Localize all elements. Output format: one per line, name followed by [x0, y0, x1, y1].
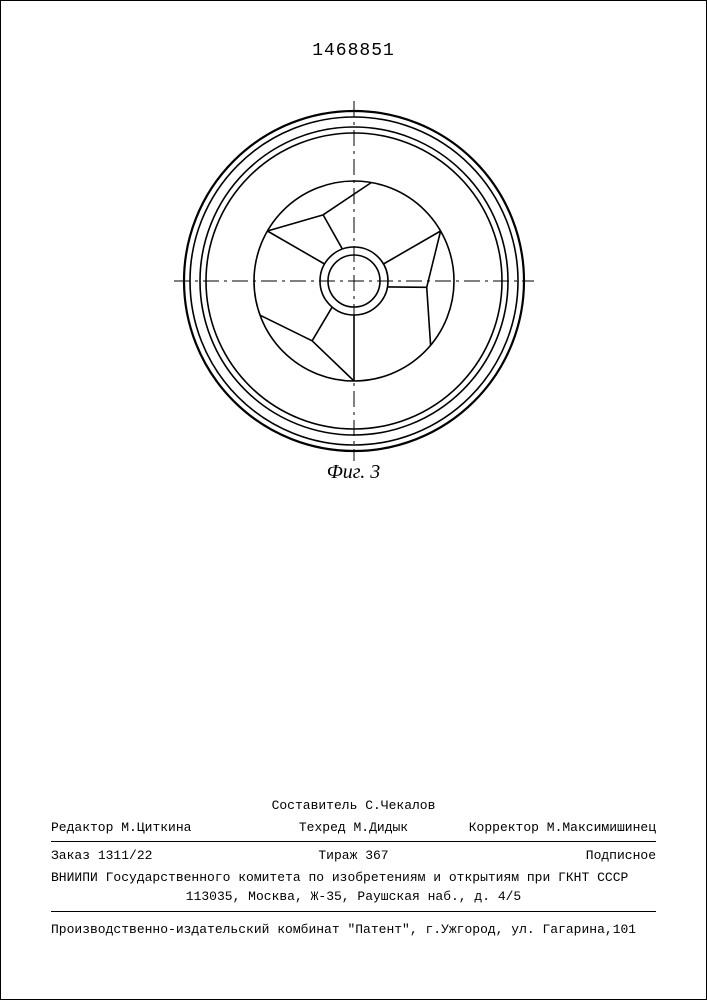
printer-block: Производственно-издательский комбинат "П…: [51, 920, 656, 940]
compiler-label: Составитель: [272, 798, 358, 813]
rule-1: [51, 841, 656, 842]
org-line-2: 113035, Москва, Ж-35, Раушская наб., д. …: [51, 887, 656, 907]
figure-svg: [1, 91, 707, 471]
corrector-name: М.Максимишинец: [547, 820, 656, 835]
printer-line: Производственно-издательский комбинат "П…: [51, 920, 656, 940]
circulation-number: 367: [365, 848, 388, 863]
editor-name: М.Циткина: [121, 820, 191, 835]
subscription-label: Подписное: [586, 848, 656, 863]
figure-caption: Фиг. 3: [1, 461, 706, 484]
circulation-cell: Тираж 367: [253, 846, 455, 866]
corrector-cell: Корректор М.Максимишинец: [454, 818, 656, 838]
techred-label: Техред: [299, 820, 346, 835]
subscription-cell: Подписное: [454, 846, 656, 866]
editor-label: Редактор: [51, 820, 113, 835]
compiler-name: С.Чекалов: [365, 798, 435, 813]
patent-number: 1468851: [1, 41, 706, 61]
techred-name: М.Дидык: [354, 820, 409, 835]
page: 1468851 Фиг. 3 Составитель С.Чекалов Ред…: [0, 0, 707, 1000]
credits-grid: Редактор М.Циткина Техред М.Дидык Коррек…: [51, 818, 656, 838]
techred-cell: Техред М.Дидык: [253, 818, 455, 838]
order-number: 1311/22: [98, 848, 153, 863]
compiler-row: Составитель С.Чекалов: [51, 796, 656, 816]
order-row: Заказ 1311/22 Тираж 367 Подписное: [51, 846, 656, 866]
order-label: Заказ: [51, 848, 90, 863]
editor-cell: Редактор М.Циткина: [51, 818, 253, 838]
org-block: ВНИИПИ Государственного комитета по изоб…: [51, 868, 656, 907]
corrector-label: Корректор: [469, 820, 539, 835]
circulation-label: Тираж: [318, 848, 357, 863]
org-line-1: ВНИИПИ Государственного комитета по изоб…: [51, 868, 656, 888]
footer-block: Составитель С.Чекалов Редактор М.Циткина…: [51, 794, 656, 939]
order-cell: Заказ 1311/22: [51, 846, 253, 866]
figure-container: [1, 91, 706, 476]
rule-2: [51, 911, 656, 912]
